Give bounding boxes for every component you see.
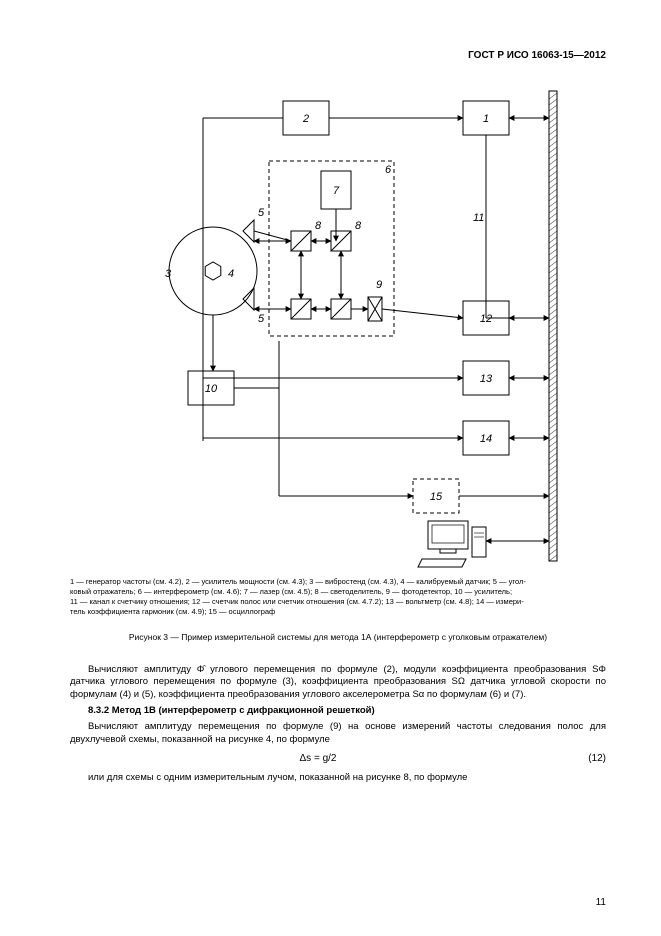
svg-text:2: 2: [302, 113, 309, 125]
svg-text:15: 15: [430, 491, 443, 503]
svg-text:6: 6: [385, 164, 392, 176]
paragraph-2: Вычисляют амплитуду перемещения по форму…: [70, 721, 606, 747]
page-number: 11: [596, 897, 606, 908]
svg-text:11: 11: [473, 212, 484, 224]
svg-text:14: 14: [480, 433, 492, 445]
svg-text:1: 1: [483, 113, 489, 125]
svg-text:8: 8: [315, 220, 322, 232]
paragraph-1: Вычисляют амплитуду Φ̂ углового перемеще…: [70, 664, 606, 702]
paragraph-3: или для схемы с одним измерительным лучо…: [70, 772, 606, 785]
figure-caption: Рисунок 3 — Пример измерительной системы…: [70, 632, 606, 642]
svg-text:8: 8: [355, 220, 362, 232]
formula-12: Δs = g/2 (12): [70, 752, 606, 766]
figure-3-diagram: 12710121314156345588911: [70, 81, 606, 571]
formula-expression: Δs = g/2: [70, 752, 566, 766]
svg-text:10: 10: [205, 383, 218, 395]
figure-legend: 1 — генератор частоты (см. 4.2), 2 — уси…: [70, 577, 606, 618]
svg-text:5: 5: [258, 207, 265, 219]
svg-text:3: 3: [165, 268, 172, 280]
svg-text:5: 5: [258, 313, 265, 325]
svg-text:7: 7: [333, 185, 340, 197]
doc-header: ГОСТ Р ИСО 16063-15—2012: [70, 50, 606, 61]
svg-text:4: 4: [228, 268, 234, 280]
body-text: Вычисляют амплитуду Φ̂ углового перемеще…: [70, 664, 606, 785]
section-heading: 8.3.2 Метод 1В (интерферометр с дифракци…: [70, 705, 606, 718]
formula-number: (12): [566, 752, 606, 766]
svg-text:9: 9: [376, 279, 382, 291]
svg-text:13: 13: [480, 373, 493, 385]
